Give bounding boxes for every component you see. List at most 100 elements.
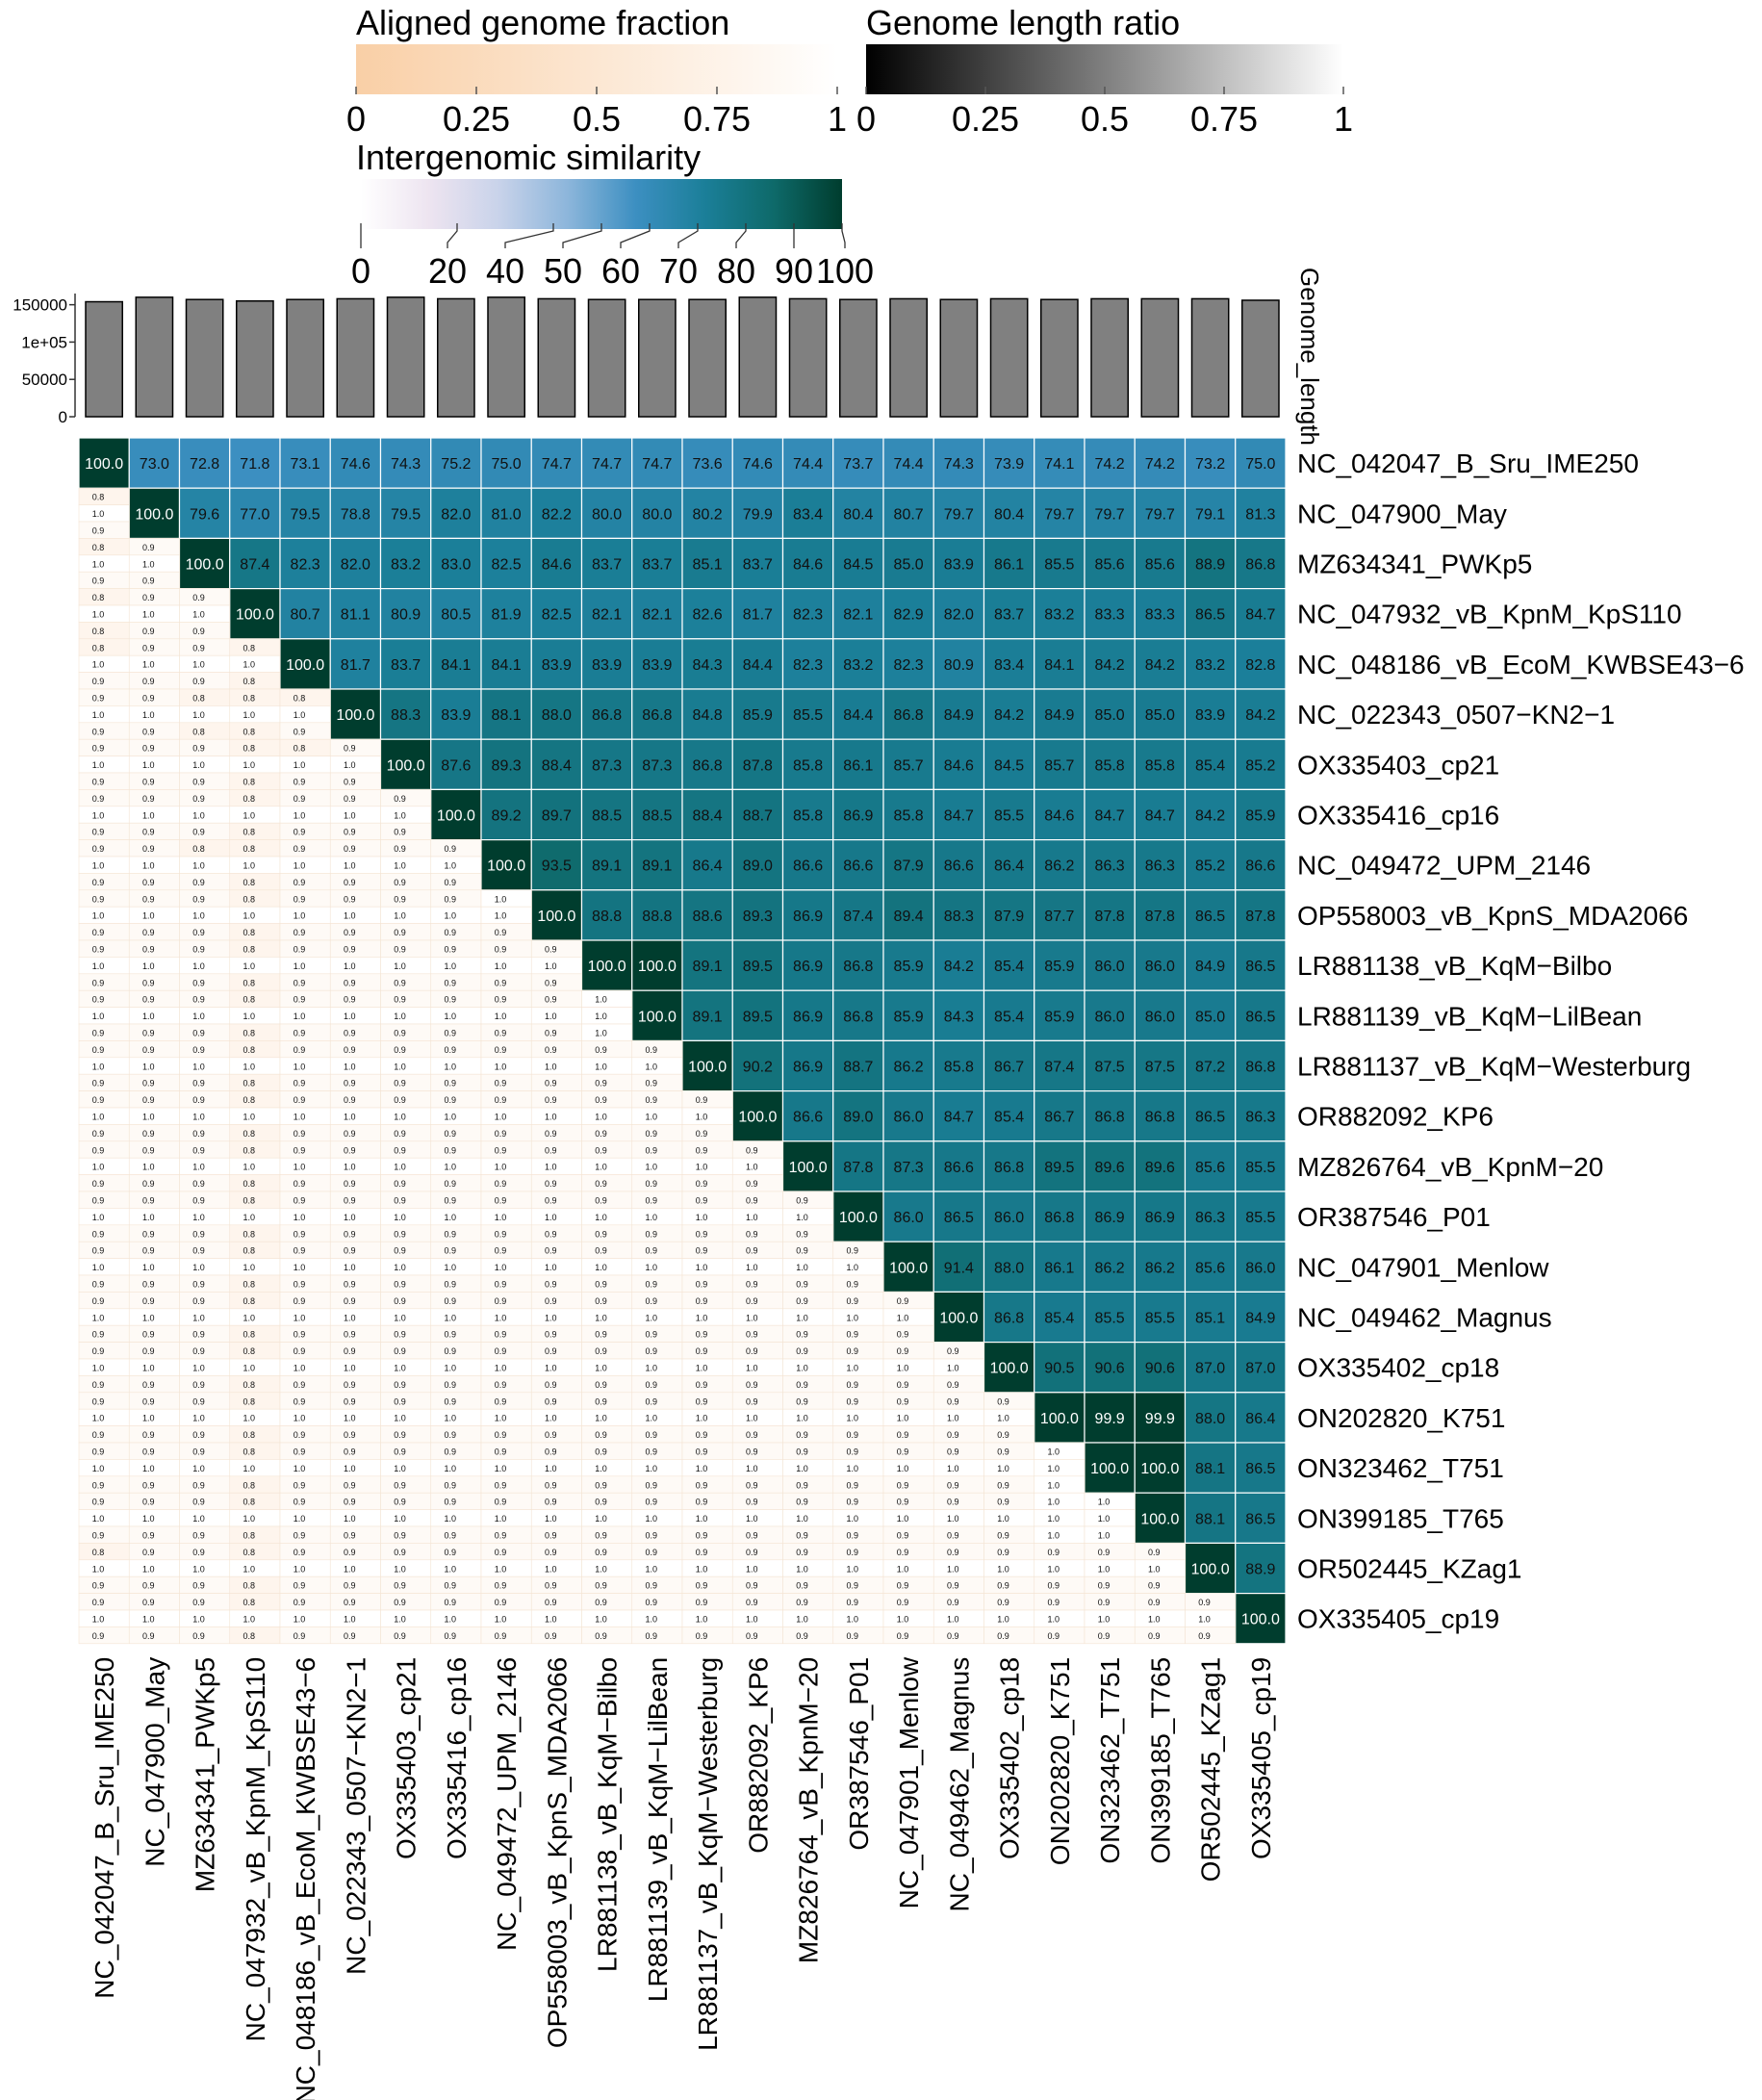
lower-triangle-value: 1.0	[294, 710, 306, 720]
lower-triangle-value: 1.0	[997, 1564, 1009, 1574]
heatmap-cell-value: 79.7	[1044, 506, 1074, 523]
bar-y-tick-label: 0	[59, 408, 67, 426]
heatmap-cell	[1134, 688, 1187, 740]
heatmap-cell	[983, 889, 1035, 941]
lower-triangle-value: 0.9	[645, 1095, 657, 1105]
heatmap-cell-value: 84.1	[1044, 657, 1074, 674]
heatmap-cell-value: 83.7	[994, 607, 1024, 624]
lower-triangle-value: 0.9	[495, 1598, 507, 1607]
heatmap-cell-value: 84.4	[843, 707, 873, 724]
lower-triangle-value: 1.0	[142, 559, 155, 569]
lower-triangle-value: 0.9	[444, 1196, 456, 1206]
lower-triangle-value: 0.9	[142, 928, 155, 937]
genome-length-bar	[638, 298, 677, 418]
lower-triangle-value: 0.9	[444, 1095, 456, 1105]
lower-triangle-value: 0.9	[595, 1396, 607, 1406]
heatmap-cell-value: 86.0	[994, 1210, 1024, 1226]
heatmap-cell-value: 87.4	[843, 909, 873, 925]
lower-triangle-value: 1.0	[243, 810, 255, 820]
heatmap-cell-value: 84.8	[693, 707, 723, 724]
row-label: NC_049472_UPM_2146	[1297, 851, 1591, 881]
heatmap-cell	[1184, 1140, 1237, 1192]
lower-triangle-value: 0.9	[444, 1480, 456, 1490]
lower-triangle-value: 0.9	[796, 1330, 808, 1340]
lower-triangle-value: 0.9	[595, 1129, 607, 1139]
heatmap-cell-value: 85.5	[1245, 1160, 1275, 1176]
lower-triangle-value: 0.9	[92, 1480, 105, 1490]
lower-triangle-value: 0.9	[645, 1079, 657, 1088]
lower-triangle-value: 0.9	[344, 978, 356, 987]
heatmap-cell-value: 84.6	[1044, 808, 1074, 825]
lower-triangle-value: 0.8	[243, 1029, 255, 1038]
lower-triangle-value: 1.0	[92, 1213, 105, 1222]
lower-triangle-value: 1.0	[947, 1514, 959, 1524]
heatmap-cell-value: 100.0	[537, 909, 575, 925]
lower-triangle-value: 0.9	[444, 1498, 456, 1507]
lower-triangle-value: 0.9	[545, 1196, 557, 1206]
lower-triangle-value: 0.9	[495, 978, 507, 987]
heatmap-cell-value: 84.1	[492, 657, 522, 674]
lower-triangle-value: 0.9	[897, 1396, 909, 1406]
lower-triangle-value: 0.9	[1098, 1631, 1111, 1641]
lower-triangle-value: 0.9	[92, 1598, 105, 1607]
lower-triangle-value: 1.0	[1098, 1615, 1111, 1625]
lower-triangle-value: 1.0	[243, 660, 255, 670]
lower-triangle-value: 0.9	[394, 1346, 406, 1356]
lower-triangle-value: 1.0	[545, 1464, 557, 1473]
heatmap-cell	[178, 487, 231, 540]
heatmap-cell-value: 88.3	[944, 909, 974, 925]
lower-triangle-value: 0.9	[294, 1095, 306, 1105]
heatmap-cell-value: 86.9	[1095, 1210, 1125, 1226]
lower-triangle-value: 0.9	[846, 1581, 858, 1591]
lower-triangle-value: 1.0	[192, 911, 205, 921]
lower-triangle-value: 0.9	[696, 1196, 708, 1206]
lower-triangle-value: 0.9	[142, 1598, 155, 1607]
lower-triangle-value: 1.0	[243, 1263, 255, 1272]
lower-triangle-value: 1.0	[746, 1464, 758, 1473]
lower-triangle-value: 0.9	[897, 1296, 909, 1306]
heatmap-cell-value: 88.0	[542, 707, 572, 724]
lower-triangle-value: 0.9	[645, 1631, 657, 1641]
lower-triangle-value: 0.9	[495, 1029, 507, 1038]
lower-triangle-value: 0.8	[243, 828, 255, 837]
lower-triangle-value: 0.9	[796, 1498, 808, 1507]
lower-triangle-value: 1.0	[92, 610, 105, 620]
lower-triangle-value: 0.9	[294, 1346, 306, 1356]
heatmap-cell-value: 87.3	[592, 757, 622, 774]
heatmap-cell-value: 89.1	[642, 858, 672, 875]
heatmap-cell	[580, 788, 633, 841]
lower-triangle-value: 0.9	[846, 1531, 858, 1541]
lower-triangle-value: 1.0	[746, 1615, 758, 1625]
lower-triangle-value: 0.9	[746, 1196, 758, 1206]
heatmap-cell	[1184, 1291, 1237, 1344]
lower-triangle-value: 0.9	[344, 1380, 356, 1390]
lower-triangle-value: 0.9	[92, 677, 105, 686]
lower-triangle-value: 1.0	[344, 1564, 356, 1574]
lower-triangle-value: 0.9	[192, 794, 205, 804]
lower-triangle-value: 0.9	[545, 1346, 557, 1356]
bar-y-tick-label: 50000	[22, 371, 67, 389]
lower-triangle-value: 1.0	[344, 1514, 356, 1524]
lower-triangle-value: 1.0	[545, 1062, 557, 1071]
lower-triangle-value: 0.8	[243, 1531, 255, 1541]
lower-triangle-value: 0.8	[243, 1548, 255, 1557]
heatmap-cell	[1184, 788, 1237, 841]
heatmap-cell	[731, 1039, 784, 1092]
lower-triangle-value: 0.8	[243, 1346, 255, 1356]
lower-triangle-value: 0.9	[142, 643, 155, 653]
lower-triangle-value: 0.9	[645, 1229, 657, 1239]
lower-triangle-value: 1.0	[92, 660, 105, 670]
heatmap-cell	[832, 1140, 884, 1192]
column-label: ON202820_K751	[1045, 1657, 1075, 1865]
heatmap-cell-value: 88.1	[1195, 1511, 1225, 1527]
lower-triangle-value: 1.0	[294, 760, 306, 770]
heatmap-cell-value: 75.0	[492, 456, 522, 473]
lower-triangle-value: 0.8	[243, 643, 255, 653]
lower-triangle-value: 1.0	[645, 1313, 657, 1322]
genome-length-bar	[336, 297, 375, 418]
heatmap-cell	[832, 587, 884, 640]
lower-triangle-value: 1.0	[1098, 1514, 1111, 1524]
heatmap-cell	[1134, 1392, 1187, 1444]
heatmap-cell-value: 79.6	[190, 506, 219, 523]
lower-triangle-value: 0.9	[192, 677, 205, 686]
